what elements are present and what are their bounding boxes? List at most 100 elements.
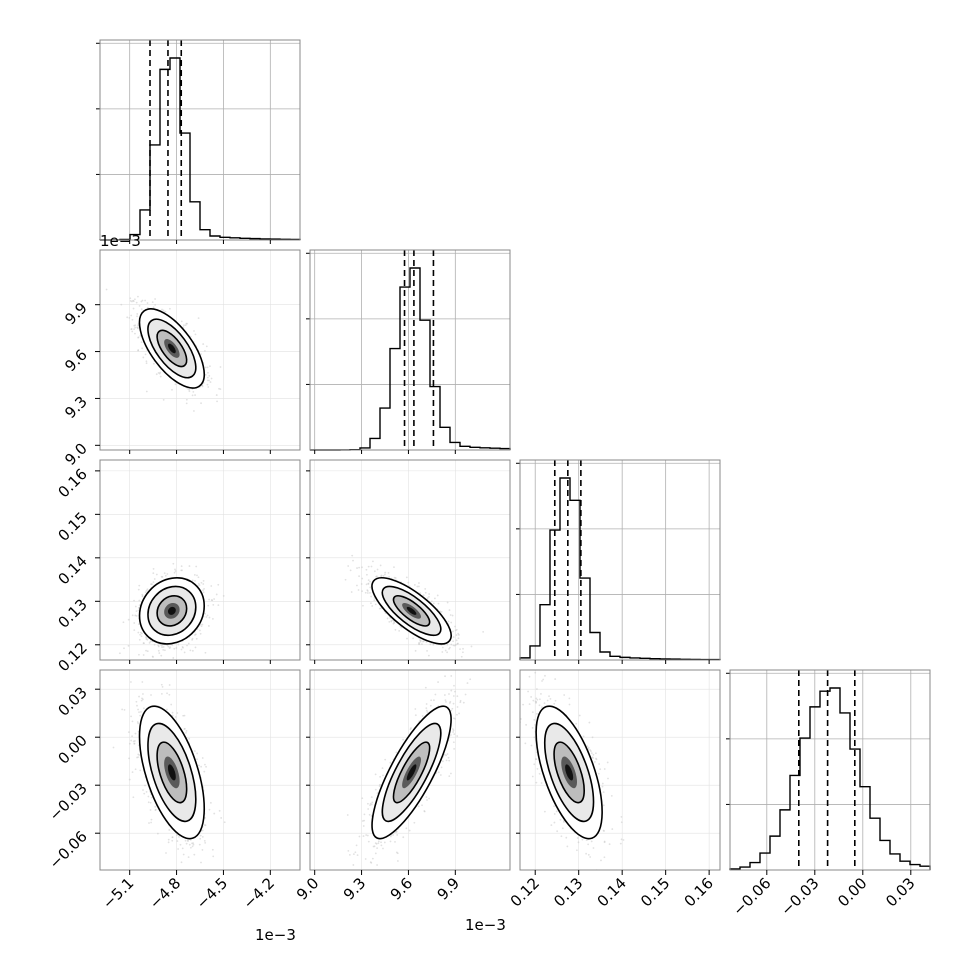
scatter-point <box>194 634 196 636</box>
scatter-point <box>150 694 152 696</box>
scatter-point <box>149 809 152 811</box>
scatter-point <box>352 559 354 562</box>
scatter-point <box>160 654 163 657</box>
scatter-point <box>133 324 136 327</box>
scatter-point <box>145 362 148 365</box>
scatter-point <box>425 703 428 705</box>
scatter-point <box>210 585 213 587</box>
scatter-point <box>154 808 157 811</box>
scatter-point <box>482 630 485 633</box>
scatter-point <box>413 584 416 586</box>
scatter-point <box>137 324 140 327</box>
scatter-point <box>207 625 210 627</box>
scatter-point <box>356 567 358 569</box>
scatter-point <box>177 848 180 850</box>
scatter-point <box>428 797 431 800</box>
scatter-point <box>450 772 452 775</box>
scatter-point <box>162 646 165 648</box>
scatter-point <box>363 876 365 878</box>
scatter-point <box>441 646 444 649</box>
scatter-point <box>202 591 205 594</box>
scatter-point <box>182 326 185 329</box>
scatter-point <box>150 796 153 799</box>
scatter-point <box>369 861 372 864</box>
scatter-point <box>191 579 194 582</box>
scatter-point <box>188 843 191 846</box>
scatter-point <box>389 835 392 838</box>
scatter-point <box>374 603 377 606</box>
scatter-point <box>137 631 140 634</box>
scatter-point <box>202 589 204 592</box>
scatter-point <box>138 653 140 656</box>
scatter-point <box>140 632 143 635</box>
scatter-point <box>408 829 411 832</box>
scatter-point <box>127 731 130 734</box>
scatter-point <box>141 347 144 350</box>
scatter-point <box>412 637 414 640</box>
scatter-point <box>131 318 134 321</box>
scatter-point <box>446 643 449 646</box>
scatter-point <box>121 708 124 711</box>
scatter-point <box>118 652 121 655</box>
scatter-point <box>433 597 436 600</box>
scatter-point <box>405 576 408 579</box>
scatter-point <box>448 647 450 650</box>
scatter-point <box>456 642 459 645</box>
scatter-point <box>358 835 361 838</box>
scatter-point <box>370 565 373 568</box>
scatter-point <box>150 821 152 824</box>
scatter-point <box>189 846 192 849</box>
scatter-point <box>132 300 135 303</box>
scatter-point <box>367 583 370 585</box>
scatter-point <box>198 584 201 587</box>
scatter-point <box>422 640 424 643</box>
scatter-point <box>174 716 177 718</box>
scatter-point <box>134 326 137 329</box>
scatter-point <box>146 306 149 309</box>
scatter-point <box>199 623 202 626</box>
scatter-point <box>369 591 371 594</box>
scatter-point <box>206 366 209 369</box>
scatter-point <box>452 630 454 633</box>
scatter-point <box>372 560 374 563</box>
scatter-point <box>187 856 190 859</box>
scatter-point <box>375 575 378 578</box>
scatter-point <box>171 714 174 717</box>
scatter-point <box>390 620 393 623</box>
scatter-point <box>133 599 135 602</box>
scatter-point <box>197 883 199 885</box>
scatter-point <box>387 571 390 574</box>
scatter-point <box>433 699 435 702</box>
scatter-point <box>422 594 425 597</box>
scatter-point <box>204 841 207 844</box>
scatter-point <box>129 297 132 300</box>
scatter-point <box>132 796 135 799</box>
scatter-point <box>171 388 173 391</box>
scatter-point <box>136 326 139 329</box>
scatter-point <box>424 591 427 594</box>
scatter-point <box>192 843 195 846</box>
scatter-point <box>143 792 146 795</box>
scatter-point <box>367 579 370 582</box>
scatter-point <box>437 681 439 683</box>
scatter-point <box>452 702 455 705</box>
scatter-point <box>452 640 454 643</box>
scatter-point <box>209 365 211 368</box>
scatter-point <box>141 697 143 700</box>
scatter-point <box>168 693 171 696</box>
scatter-point <box>362 604 364 607</box>
scatter-point <box>209 381 212 383</box>
scatter-point <box>450 675 453 677</box>
scatter-point <box>443 753 446 756</box>
scatter-point <box>138 695 140 698</box>
scatter-point <box>389 761 392 764</box>
scatter-point <box>209 801 212 804</box>
scatter-point <box>443 694 446 696</box>
scatter-point <box>450 689 453 692</box>
scatter-point <box>459 648 461 651</box>
scatter-point <box>162 398 165 401</box>
scatter-point <box>152 567 155 570</box>
scatter-point <box>133 622 136 624</box>
scatter-point <box>193 853 196 856</box>
scatter-point <box>380 575 383 578</box>
